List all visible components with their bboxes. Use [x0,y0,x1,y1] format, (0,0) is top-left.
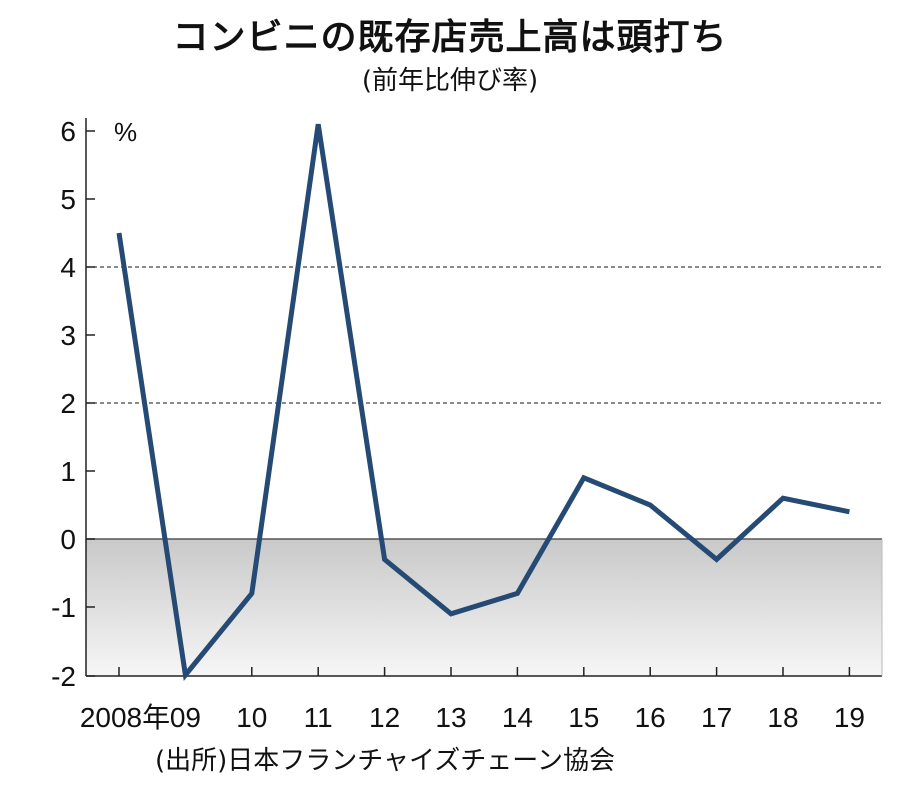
negative-region-shade [86,539,882,676]
y-tick-label: 1 [60,456,76,487]
x-tick-label: 18 [767,702,798,733]
series-line-0 [116,123,850,681]
source-note: (出所)日本フランチャイズチェーン協会 [155,746,615,776]
x-tick-label: 11 [304,702,333,733]
y-tick-label: 6 [60,116,76,147]
y-tick-label: 0 [60,524,76,555]
y-tick-label: -1 [51,592,76,623]
chart-subtitle: (前年比伸び率) [361,66,539,96]
y-tick-label: 5 [60,184,76,215]
chart-title: コンビニの既存店売上高は頭打ち [172,17,728,58]
x-tick-label: 15 [568,702,599,733]
x-tick-label: 12 [369,702,400,733]
x-tick-label: 2008年 [80,702,170,733]
x-tick-label: 17 [701,702,732,733]
y-tick-label: 4 [60,252,76,283]
x-tick-label: 10 [236,702,267,733]
y-unit-label: % [114,117,137,147]
x-tick-label: 19 [834,702,865,733]
y-tick-label: 3 [60,320,76,351]
x-tick-label: 09 [170,702,201,733]
x-tick-label: 14 [502,702,533,733]
x-tick-label: 13 [435,702,466,733]
y-tick-label: 2 [60,388,76,419]
y-tick-label: -2 [51,661,76,692]
x-tick-label: 16 [635,702,666,733]
